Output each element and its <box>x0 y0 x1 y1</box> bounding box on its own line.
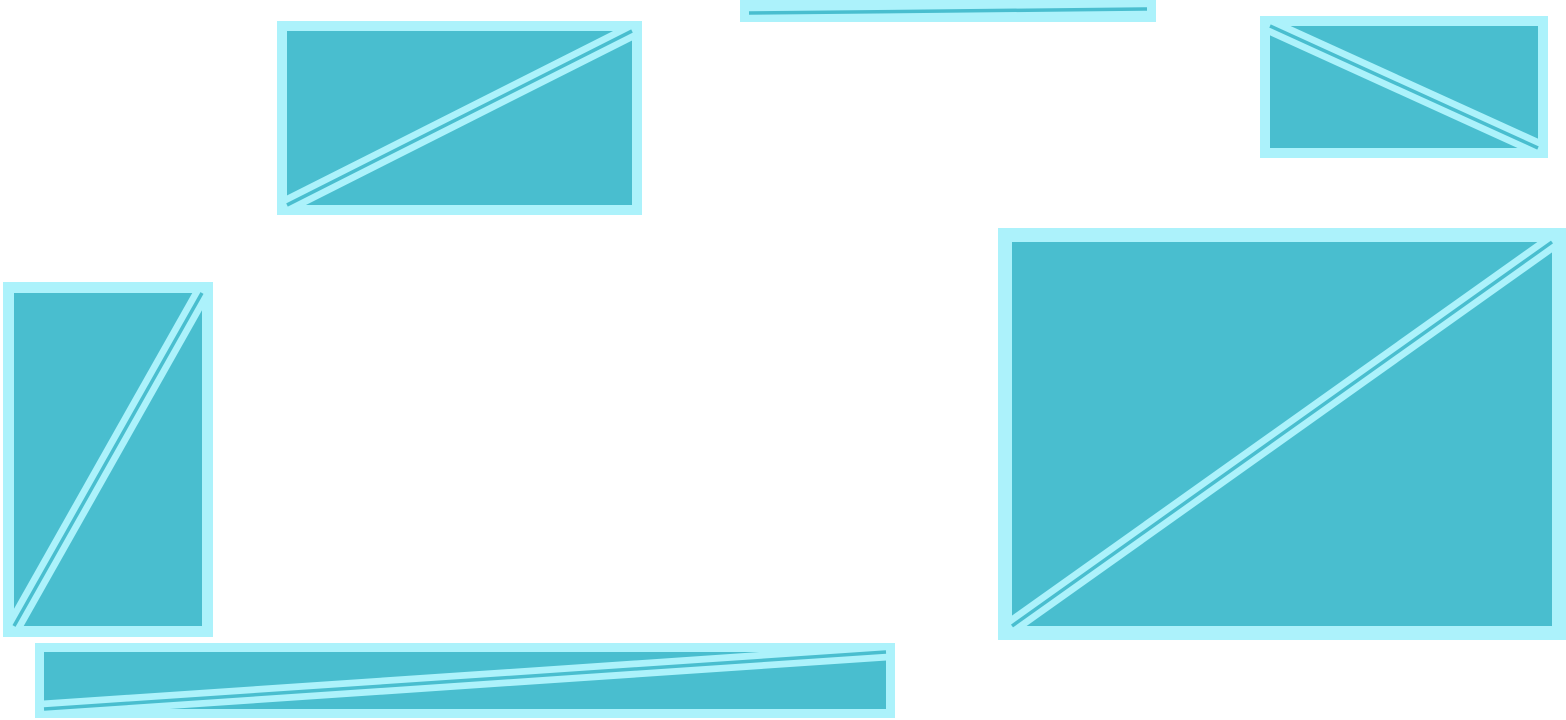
image-placeholder-left-tall <box>3 282 213 637</box>
slash-center-line <box>748 7 1148 15</box>
slash-center-line <box>286 29 633 207</box>
slash-center-line <box>1010 240 1554 628</box>
slash-center-line <box>12 292 204 627</box>
image-placeholder-top-left <box>277 21 642 215</box>
image-placeholder-top-right <box>1260 16 1548 158</box>
image-placeholder-right-large <box>998 228 1566 640</box>
image-placeholder-top-center-strip <box>740 0 1156 22</box>
slash-center-line <box>1269 24 1539 150</box>
image-placeholder-bottom-wide <box>35 643 895 718</box>
slash-center-line <box>43 650 887 711</box>
